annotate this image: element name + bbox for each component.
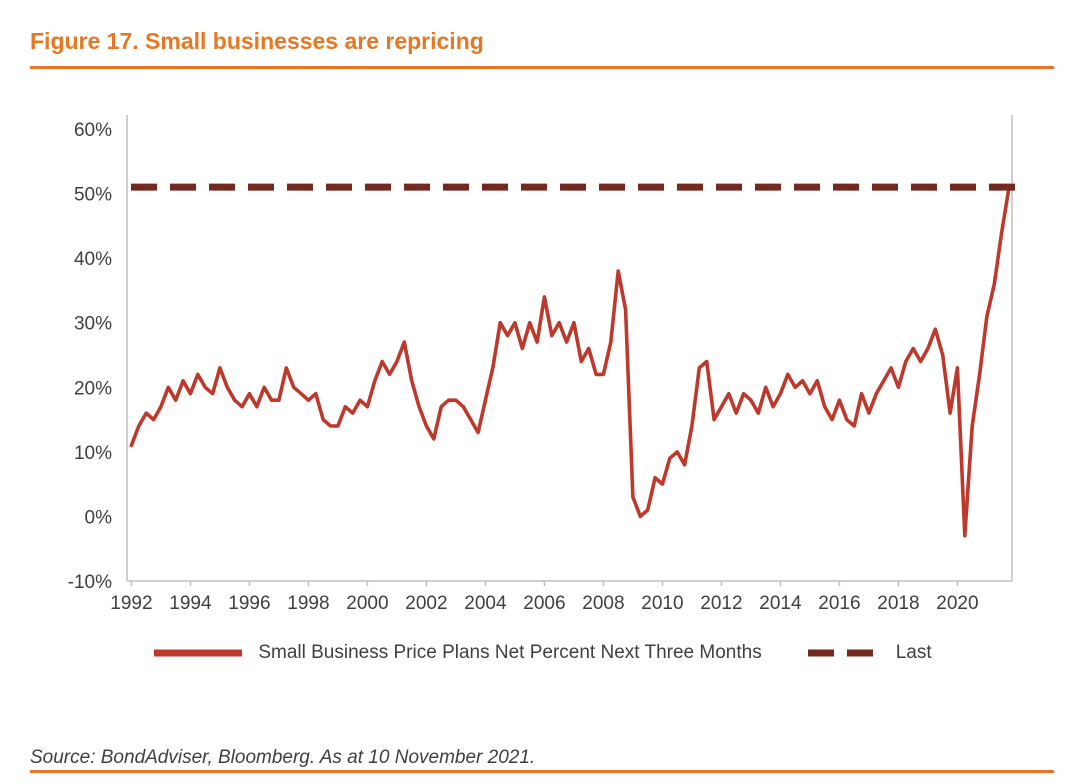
svg-text:2020: 2020	[936, 593, 978, 614]
svg-text:2014: 2014	[759, 593, 802, 614]
series-line-swatch	[154, 649, 243, 657]
svg-text:10%: 10%	[74, 443, 112, 464]
legend-series-label: Small Business Price Plans Net Percent N…	[258, 642, 762, 663]
svg-text:1994: 1994	[169, 593, 212, 614]
svg-text:2010: 2010	[641, 593, 683, 614]
svg-text:2012: 2012	[700, 593, 742, 614]
svg-text:20%: 20%	[74, 378, 112, 399]
source-note: Source: BondAdviser, Bloomberg. As at 10…	[30, 747, 536, 768]
svg-text:2000: 2000	[346, 593, 388, 614]
svg-text:2016: 2016	[818, 593, 860, 614]
figure-title: Figure 17. Small businesses are repricin…	[30, 28, 484, 54]
legend-last-label: Last	[895, 642, 932, 663]
line-chart: 60% 50% 40% 30% 20% 10% 0% -10%1992 1994 1996 1998…	[68, 115, 1016, 614]
svg-text:2018: 2018	[877, 593, 919, 614]
legend-item-series: Small Business Price Plans Net Percent N…	[152, 642, 762, 664]
svg-text:1996: 1996	[228, 593, 270, 614]
svg-text:2004: 2004	[464, 593, 507, 614]
last-line-swatch	[807, 649, 880, 657]
svg-text:2002: 2002	[405, 593, 447, 614]
chart-legend: Small Business Price Plans Net Percent N…	[0, 642, 1084, 664]
legend-item-last: Last	[806, 642, 932, 664]
svg-text:0%: 0%	[85, 507, 113, 528]
svg-text:30%: 30%	[74, 314, 112, 335]
bottom-divider	[30, 770, 1054, 773]
svg-text:2008: 2008	[582, 593, 624, 614]
svg-text:-10%: -10%	[68, 572, 112, 593]
top-divider	[30, 66, 1054, 69]
svg-text:50%: 50%	[74, 185, 112, 206]
svg-text:60%: 60%	[74, 120, 112, 141]
svg-text:1992: 1992	[110, 593, 152, 614]
svg-text:1998: 1998	[287, 593, 329, 614]
svg-text:40%: 40%	[74, 249, 112, 270]
svg-text:2006: 2006	[523, 593, 565, 614]
